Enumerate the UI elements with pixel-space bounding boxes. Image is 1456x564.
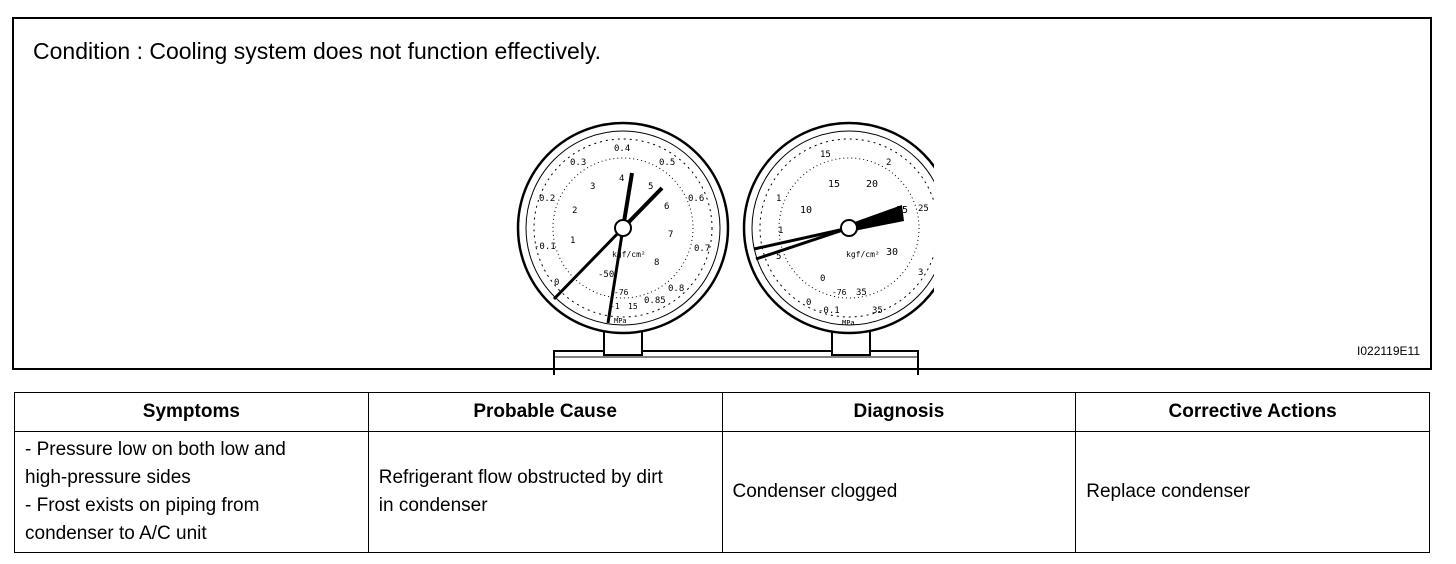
- high-gauge-outer-label: -0.1: [818, 306, 840, 316]
- symptom-line: high-pressure sides: [25, 467, 191, 488]
- low-gauge-inner-label: 15: [628, 302, 638, 311]
- low-gauge-outer-label: 0.4: [614, 144, 630, 154]
- table-header-row: Symptoms Probable Cause Diagnosis Correc…: [14, 392, 1430, 432]
- high-gauge-inner-label: 10: [800, 205, 812, 216]
- low-gauge-needle: [552, 226, 625, 301]
- figure-box: Condition : Cooling system does not func…: [12, 17, 1432, 375]
- cell-symptoms: - Pressure low on both low and high-pres…: [14, 431, 369, 553]
- low-gauge-needle: [621, 186, 664, 230]
- high-gauge-inner-label: 0: [820, 274, 825, 284]
- cause-line: in condenser: [378, 495, 488, 516]
- high-gauge-inner-label: 35: [856, 288, 867, 298]
- high-gauge-outer-label: 0: [806, 298, 811, 308]
- high-gauge-unit-label: kgf/cm²: [846, 250, 880, 259]
- high-gauge-inner-label: 30: [886, 247, 898, 258]
- high-gauge-outer-label: 3: [918, 268, 923, 278]
- low-gauge-unit-label: kgf/cm²: [612, 250, 646, 259]
- low-gauge-needle: [606, 227, 625, 324]
- low-gauge-inner-label: 5: [648, 182, 653, 192]
- high-gauge-outer-label: 2: [886, 158, 891, 168]
- low-gauge-inner-label: 8: [654, 258, 659, 268]
- low-gauge-outer-label: 0.2: [539, 194, 555, 204]
- table-row: - Pressure low on both low and high-pres…: [14, 431, 1430, 553]
- low-gauge-inner-label: 7: [668, 230, 673, 240]
- low-gauge-outer-label: 0.7: [694, 244, 710, 254]
- high-gauge-needle: [849, 205, 904, 232]
- high-gauge-mpa-label: MPa: [842, 319, 855, 327]
- condition-text: Condition : Cooling system does not func…: [33, 38, 602, 64]
- symptom-line: - Pressure low on both low and: [25, 439, 286, 460]
- low-gauge-outer-label: -0.1: [534, 242, 556, 252]
- low-gauge-inner-label: -50: [598, 270, 614, 280]
- cell-probable-cause: Refrigerant flow obstructed by dirt in c…: [367, 431, 723, 553]
- high-gauge-inner-label: 20: [866, 179, 878, 190]
- low-gauge-outer-label: 0.8: [668, 284, 684, 294]
- high-gauge-inner-label: 15: [828, 179, 840, 190]
- manifold-bar: [553, 350, 919, 375]
- header-diagnosis: Diagnosis: [721, 392, 1077, 432]
- low-gauge-inner-label: 2: [572, 206, 577, 216]
- low-gauge-outer-label: 0.3: [570, 158, 586, 168]
- high-gauge-outer-label: 1: [776, 194, 781, 204]
- low-gauge-outer-label: 0: [554, 278, 559, 288]
- high-gauge-outer-label: 15: [820, 150, 831, 160]
- high-gauge-inner-label: 5: [776, 252, 781, 262]
- cell-corrective-actions: Replace condenser: [1075, 431, 1430, 553]
- low-gauge-inner-label: 3: [590, 182, 595, 192]
- high-gauge-inner-label: 1: [778, 226, 783, 236]
- high-gauge-outer-label: 35: [872, 306, 883, 316]
- figure-id: I022119E11: [1357, 344, 1420, 358]
- low-gauge-outer-label: 0.85: [644, 296, 666, 306]
- diagnosis-table: Symptoms Probable Cause Diagnosis Correc…: [14, 392, 1430, 553]
- low-gauge-inner-label: 4: [619, 174, 624, 184]
- low-gauge-needle: [621, 172, 634, 229]
- cause-line: Refrigerant flow obstructed by dirt: [378, 467, 663, 488]
- low-gauge-inner-label: 1: [570, 236, 575, 246]
- low-gauge-mpa-label: MPa: [614, 317, 627, 325]
- high-gauge-needle: [753, 226, 850, 251]
- header-symptoms: Symptoms: [14, 392, 369, 432]
- low-pressure-gauge: 0.2 0.3 0.4 0.5 0.6 0.7 0.8 0.85 -0.1 0 …: [516, 121, 730, 356]
- high-gauge-outer-label: 25: [918, 204, 929, 214]
- header-corrective-actions: Corrective Actions: [1075, 392, 1430, 432]
- low-gauge-outer-label: 0.5: [659, 158, 675, 168]
- low-gauge-inner-label: -76: [614, 288, 629, 297]
- high-gauge-inner-label: -76: [832, 288, 847, 297]
- manifold-gauges-illustration: 0.2 0.3 0.4 0.5 0.6 0.7 0.8 0.85 -0.1 0 …: [516, 121, 934, 375]
- symptom-line: condenser to A/C unit: [25, 523, 207, 544]
- high-pressure-gauge: 15 2 25 3 35 -0.1 0 1 10 15 20 25 30 35 …: [742, 121, 934, 356]
- low-gauge-inner-label: 6: [664, 202, 669, 212]
- cell-diagnosis: Condenser clogged: [721, 431, 1077, 553]
- high-gauge-needle: [755, 226, 850, 261]
- low-gauge-outer-label: 0.6: [688, 194, 704, 204]
- symptom-line: - Frost exists on piping from: [25, 495, 260, 516]
- header-probable-cause: Probable Cause: [367, 392, 723, 432]
- low-gauge-inner-label: -1: [610, 302, 620, 311]
